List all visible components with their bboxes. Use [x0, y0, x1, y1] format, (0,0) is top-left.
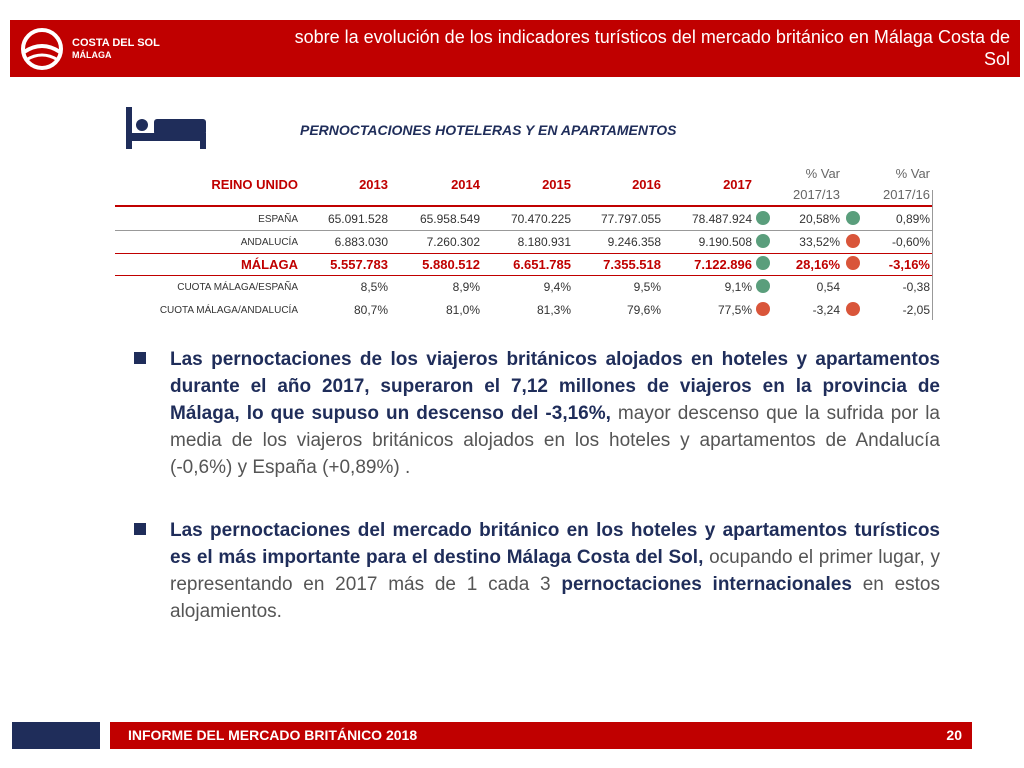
column-header: 2017/16: [883, 187, 930, 202]
cell: 81,3%: [536, 303, 571, 317]
indicator-dot: [756, 302, 770, 316]
text: en estos alojamientos.: [170, 574, 940, 622]
row-rule: [115, 253, 932, 254]
row-label: MÁLAGA: [240, 257, 298, 272]
column-header: 2016: [632, 177, 661, 192]
text: ocupando el primer lugar, y representand…: [170, 547, 941, 595]
cell: 6.651.785: [513, 257, 571, 272]
text: mayor descenso que la sufrida por la med…: [170, 403, 940, 478]
cell: 9.246.358: [607, 235, 661, 249]
column-header: 2014: [451, 177, 480, 192]
cell: -3,16%: [888, 257, 930, 272]
column-header: % Var: [895, 166, 930, 181]
logo-icon: [21, 28, 63, 70]
bed-icon: [126, 107, 206, 149]
cell: 77.797.055: [600, 212, 661, 226]
column-header: 2013: [359, 177, 388, 192]
paragraph: Las pernoctaciones de los viajeros britá…: [170, 346, 940, 481]
cell: -3,24: [812, 303, 840, 317]
bullet-marker: [134, 523, 146, 535]
cell: 7.355.518: [603, 257, 661, 272]
cell: -2,05: [902, 303, 930, 317]
row-rule: [115, 275, 932, 276]
indicator-dot: [756, 279, 770, 293]
cell: 5.880.512: [422, 257, 480, 272]
cell: 9.190.508: [698, 235, 752, 249]
indicator-dot: [846, 256, 860, 270]
indicator-dot: [756, 211, 770, 225]
cell: 79,6%: [626, 303, 661, 317]
indicator-dot: [756, 234, 770, 248]
cell: 8.180.931: [517, 235, 571, 249]
column-header: 2017: [723, 177, 752, 192]
column-header: 2017/13: [793, 187, 840, 202]
row-rule: [115, 230, 932, 231]
indicator-dot: [846, 211, 860, 225]
row-label: ESPAÑA: [258, 214, 298, 225]
cell: 8,9%: [452, 280, 480, 294]
logo-text: COSTA DEL SOL: [72, 37, 160, 49]
cell: 6.883.030: [334, 235, 388, 249]
indicator-dot: [846, 234, 860, 248]
cell: 7.122.896: [694, 257, 752, 272]
bullet-marker: [134, 352, 146, 364]
cell: -0,38: [902, 280, 930, 294]
cell: 80,7%: [353, 303, 388, 317]
logo-subtext: MÁLAGA: [72, 50, 112, 60]
cell: 0,89%: [895, 212, 930, 226]
cell: 9,4%: [543, 280, 571, 294]
header-title: sobre la evolución de los indicadores tu…: [294, 27, 1010, 69]
column-header: % Var: [805, 166, 840, 181]
header-bar: COSTA DEL SOL MÁLAGA sobre la evolución …: [10, 20, 1020, 77]
cell: 0,54: [816, 280, 840, 294]
cell: 65.091.528: [327, 212, 388, 226]
bold-text: Las pernoctaciones de los viajeros britá…: [170, 349, 940, 424]
column-header: REINO UNIDO: [211, 177, 298, 192]
paragraph: Las pernoctaciones del mercado británico…: [170, 517, 940, 625]
cell: 5.557.783: [330, 257, 388, 272]
indicator-dot: [756, 256, 770, 270]
table-title: PERNOCTACIONES HOTELERAS Y EN APARTAMENT…: [300, 122, 677, 138]
cell: 20,58%: [799, 212, 840, 226]
cell: 81,0%: [445, 303, 480, 317]
rule: [115, 205, 932, 207]
cell: 77,5%: [717, 303, 752, 317]
cell: 33,52%: [799, 235, 840, 249]
footer-bar: INFORME DEL MERCADO BRITÁNICO 2018 20: [110, 722, 972, 749]
cell: 70.470.225: [510, 212, 571, 226]
cell: 78.487.924: [691, 212, 752, 226]
cell: 9,5%: [633, 280, 661, 294]
cell: 7.260.302: [426, 235, 480, 249]
row-label: CUOTA MÁLAGA/ESPAÑA: [177, 282, 298, 293]
bold-text: Las pernoctaciones del mercado británico…: [170, 520, 940, 568]
row-label: CUOTA MÁLAGA/ANDALUCÍA: [159, 305, 298, 316]
cell: 28,16%: [795, 257, 840, 272]
bold-text: pernoctaciones internacionales: [561, 574, 852, 595]
cell: 65.958.549: [419, 212, 480, 226]
indicator-dot: [846, 302, 860, 316]
row-label: ANDALUCÍA: [240, 237, 298, 248]
cell: 8,5%: [360, 280, 388, 294]
column-header: 2015: [542, 177, 571, 192]
page-number: 20: [946, 727, 962, 743]
rule: [932, 190, 933, 320]
footer-text: INFORME DEL MERCADO BRITÁNICO 2018: [128, 727, 418, 743]
cell: 9,1%: [724, 280, 752, 294]
cell: -0,60%: [891, 235, 930, 249]
footer-block: [12, 722, 100, 749]
